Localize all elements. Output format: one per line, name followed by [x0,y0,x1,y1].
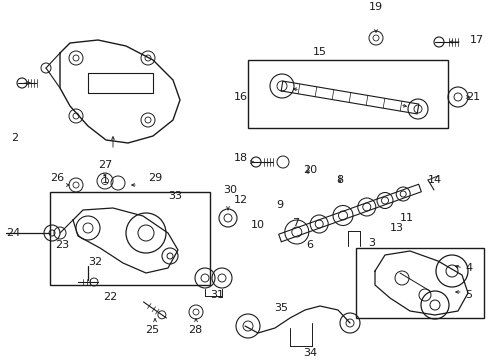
Bar [50,192,209,285]
Text: 27: 27 [98,160,112,170]
Text: 22: 22 [102,292,117,302]
Text: 33: 33 [168,191,182,201]
Text: 19: 19 [368,2,382,12]
Text: 1: 1 [102,175,108,185]
Text: 12: 12 [233,195,247,205]
Text: 18: 18 [233,153,247,163]
Text: 29: 29 [148,173,162,183]
Text: 16: 16 [234,92,247,102]
Text: 9: 9 [276,200,283,210]
Text: 6: 6 [306,240,313,250]
Text: 13: 13 [389,223,403,233]
Text: 24: 24 [6,228,20,238]
Text: 35: 35 [273,303,287,313]
Text: 21: 21 [465,92,479,102]
Text: 30: 30 [223,185,237,195]
Text: 11: 11 [399,213,413,223]
Text: 4: 4 [464,263,471,273]
Text: 7: 7 [292,218,299,228]
Text: 32: 32 [88,257,102,267]
Text: 8: 8 [336,175,343,185]
Text: 15: 15 [312,47,326,57]
Text: 25: 25 [144,325,159,335]
Text: 3: 3 [368,238,375,248]
Text: 23: 23 [55,240,69,250]
Text: 2: 2 [11,133,18,143]
Text: 5: 5 [464,290,471,300]
Text: 26: 26 [50,173,64,183]
Text: 20: 20 [303,165,316,175]
Text: 28: 28 [187,325,202,335]
Text: 17: 17 [469,35,483,45]
Text: 14: 14 [427,175,441,185]
Text: 34: 34 [303,348,316,358]
Text: 10: 10 [250,220,264,230]
Text: 31: 31 [209,290,224,300]
Bar [355,248,483,318]
Bar [247,60,447,128]
